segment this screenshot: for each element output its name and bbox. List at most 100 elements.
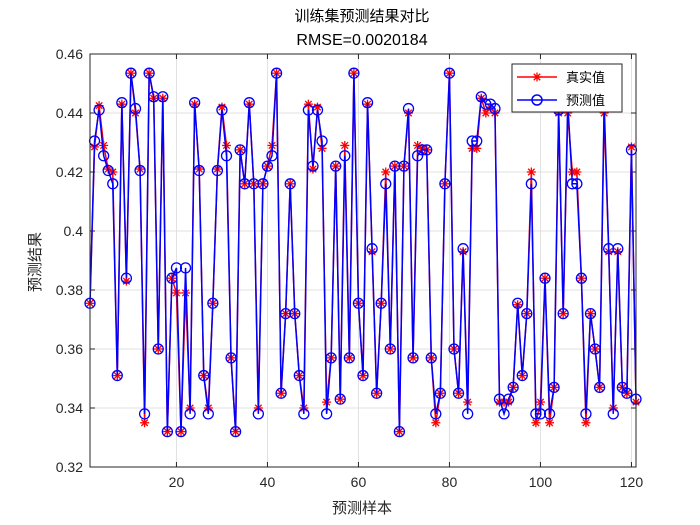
- x-tick-label: 60: [351, 474, 367, 490]
- data-point-pred: [566, 178, 578, 190]
- data-point-pred: [220, 150, 233, 162]
- legend-marker-pred: [531, 94, 543, 106]
- data-point-true: [303, 99, 313, 109]
- data-point-true: [481, 108, 491, 118]
- data-point-pred: [343, 352, 356, 364]
- data-point-pred: [384, 343, 396, 355]
- data-point-pred: [534, 408, 547, 420]
- data-point-pred: [434, 387, 447, 399]
- legend: 真实值 预测值: [511, 63, 623, 113]
- data-point-pred: [157, 91, 169, 103]
- data-point-pred: [111, 369, 123, 382]
- data-point-pred: [593, 381, 606, 394]
- data-point-pred: [311, 104, 324, 116]
- data-point-pred: [621, 387, 633, 399]
- data-point-pred: [298, 408, 310, 420]
- data-point-pred: [507, 381, 519, 394]
- x-tick-label: 120: [620, 474, 644, 490]
- data-point-pred: [116, 97, 128, 109]
- data-point-true: [340, 140, 350, 150]
- data-point-pred: [289, 307, 301, 320]
- x-tick-label: 40: [260, 474, 276, 490]
- data-point-pred: [502, 393, 515, 405]
- data-point-true: [545, 418, 555, 428]
- data-point-pred: [612, 243, 624, 255]
- data-point-pred: [530, 408, 542, 420]
- data-point-pred: [361, 97, 374, 109]
- data-point-pred: [571, 178, 583, 190]
- data-point-pred: [357, 369, 369, 382]
- data-point-pred: [170, 262, 183, 274]
- legend-item-pred: 预测值: [517, 93, 605, 109]
- data-point-pred: [252, 408, 265, 420]
- data-point-true-stroke: [527, 168, 536, 176]
- data-point-true-stroke: [140, 419, 149, 427]
- data-point-true-stroke: [532, 419, 540, 427]
- y-tick-label: 0.4: [64, 223, 84, 239]
- data-point-pred: [439, 178, 451, 190]
- data-point-pred: [607, 408, 619, 420]
- data-point-pred: [93, 104, 105, 116]
- data-point-pred: [143, 67, 155, 79]
- data-point-pred: [348, 67, 360, 79]
- data-point-true-stroke: [304, 100, 313, 108]
- y-tick-label: 0.46: [56, 46, 83, 62]
- data-point-pred: [366, 243, 378, 255]
- series-line: [89, 73, 637, 432]
- data-point-pred: [175, 425, 187, 438]
- data-point-pred: [448, 343, 460, 355]
- y-tick-label: 0.32: [56, 459, 83, 475]
- series-layer: [84, 67, 642, 438]
- data-point-pred: [184, 408, 196, 420]
- data-point-pred: [152, 343, 164, 355]
- data-point-pred: [352, 297, 365, 309]
- y-tick-label: 0.38: [56, 282, 83, 298]
- data-point-pred: [493, 393, 506, 405]
- data-point-pred: [603, 243, 615, 255]
- x-tick-label: 100: [529, 474, 553, 490]
- data-point-pred: [134, 164, 146, 177]
- legend-label-pred: 预测值: [566, 93, 605, 109]
- data-point-pred: [202, 408, 214, 420]
- ticks: 20 40 60 80 100 120 0.32 0.34 0.36 0.38 0.4 0.42 0.4…: [56, 46, 644, 490]
- data-point-pred: [198, 369, 210, 382]
- data-point-pred: [389, 160, 401, 172]
- data-point-pred: [330, 160, 342, 172]
- legend-box: [511, 63, 623, 113]
- data-point-pred: [148, 91, 160, 103]
- data-point-true-stroke: [573, 168, 581, 176]
- data-point-pred: [457, 243, 469, 255]
- legend-label-true: 真实值: [566, 70, 605, 86]
- data-point-pred: [98, 150, 110, 162]
- data-point-true: [581, 418, 591, 428]
- data-point-pred: [557, 307, 569, 320]
- data-point-pred: [443, 67, 456, 79]
- plot-area: [90, 54, 636, 467]
- y-tick-label: 0.44: [56, 105, 83, 121]
- data-point-pred: [480, 98, 492, 110]
- data-point-pred: [229, 425, 242, 438]
- data-point-pred: [407, 352, 419, 364]
- data-point-pred: [489, 102, 501, 115]
- data-point-pred: [266, 150, 278, 162]
- data-point-pred: [466, 135, 478, 147]
- data-point-pred: [316, 135, 328, 147]
- data-point-pred: [284, 178, 296, 190]
- data-point-pred: [193, 164, 205, 177]
- data-point-pred: [239, 178, 251, 190]
- series-pred: [84, 67, 642, 438]
- data-point-pred: [430, 408, 442, 420]
- data-point-pred: [589, 343, 601, 355]
- data-point-pred: [161, 425, 174, 438]
- data-point-true-stroke: [582, 419, 590, 427]
- data-point-true: [99, 140, 109, 150]
- chart-subtitle: RMSE=0.0020184: [296, 32, 427, 49]
- x-axis-label: 预测样本: [332, 499, 392, 517]
- data-point-pred: [188, 97, 201, 109]
- data-point-pred: [234, 144, 246, 156]
- legend-asterisk: [532, 72, 542, 82]
- data-point-pred: [166, 272, 178, 284]
- data-point-pred: [370, 387, 383, 399]
- data-point-pred: [320, 408, 333, 420]
